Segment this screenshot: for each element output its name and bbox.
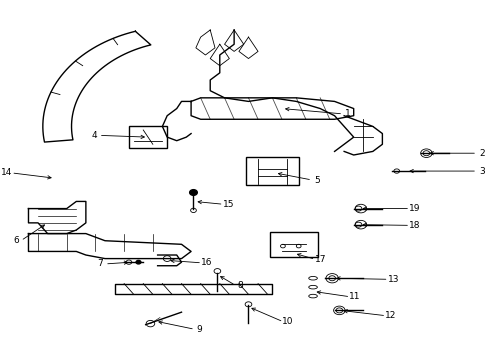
Text: 2: 2 — [478, 149, 484, 158]
Circle shape — [136, 260, 141, 264]
Text: 3: 3 — [478, 167, 484, 176]
Text: 6: 6 — [13, 236, 19, 245]
Text: 11: 11 — [348, 292, 360, 301]
Text: 18: 18 — [408, 221, 420, 230]
Text: 13: 13 — [387, 275, 398, 284]
Text: 9: 9 — [197, 325, 202, 334]
Text: 10: 10 — [282, 317, 293, 326]
Text: 17: 17 — [314, 255, 325, 264]
Text: 7: 7 — [97, 260, 103, 269]
Text: 14: 14 — [1, 168, 12, 177]
Text: 5: 5 — [313, 176, 319, 185]
Circle shape — [189, 190, 197, 195]
Text: 1: 1 — [345, 109, 350, 118]
Text: 15: 15 — [222, 200, 234, 209]
Text: 12: 12 — [385, 311, 396, 320]
Text: 4: 4 — [91, 131, 97, 140]
Text: 16: 16 — [201, 258, 212, 267]
Text: 8: 8 — [237, 281, 243, 290]
Text: 19: 19 — [408, 204, 420, 213]
